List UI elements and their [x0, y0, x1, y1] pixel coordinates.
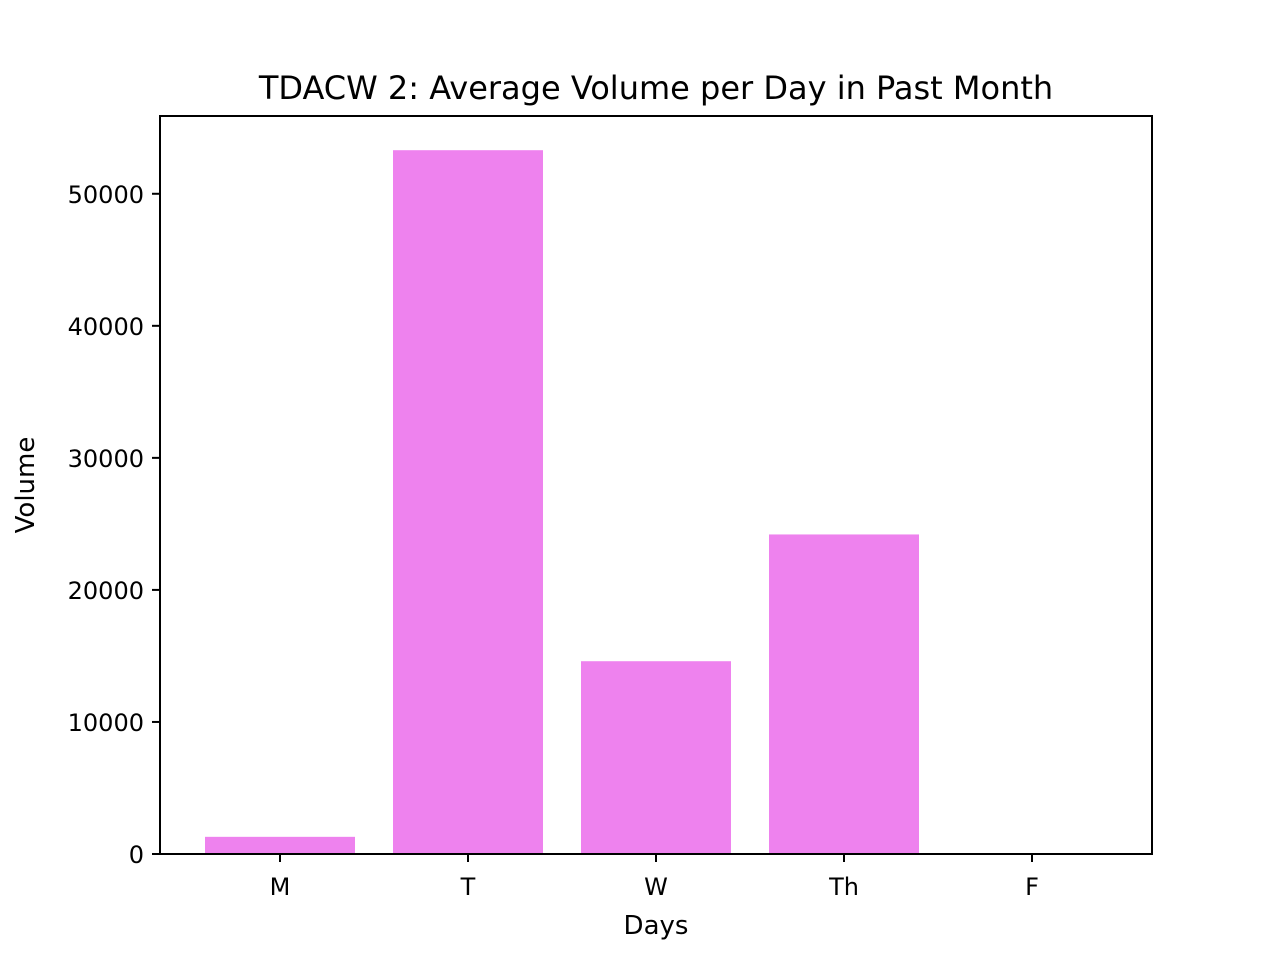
y-axis-ticks: 0 10000 20000 30000 40000 50000	[68, 181, 160, 869]
x-tick-label: F	[1025, 873, 1039, 901]
y-tick-label: 10000	[68, 709, 144, 737]
x-tick-label: Th	[828, 873, 859, 901]
chart-title: TDACW 2: Average Volume per Day in Past …	[258, 69, 1053, 107]
x-tick-label: W	[644, 873, 668, 901]
x-axis-ticks: M T W Th F	[270, 854, 1039, 901]
bar-w	[581, 661, 731, 854]
x-axis-label: Days	[624, 911, 689, 941]
bar-t	[393, 150, 543, 854]
y-tick-label: 20000	[68, 577, 144, 605]
bar-m	[205, 836, 355, 854]
y-tick-label: 0	[129, 841, 144, 869]
bar-th	[769, 534, 919, 854]
y-tick-label: 40000	[68, 313, 144, 341]
y-tick-label: 30000	[68, 445, 144, 473]
plot-frame	[159, 115, 1153, 855]
x-tick-label: T	[460, 873, 476, 901]
y-tick-label: 50000	[68, 181, 144, 209]
x-tick-label: M	[270, 873, 291, 901]
bars-group	[205, 150, 919, 854]
y-axis-label: Volume	[11, 437, 41, 534]
